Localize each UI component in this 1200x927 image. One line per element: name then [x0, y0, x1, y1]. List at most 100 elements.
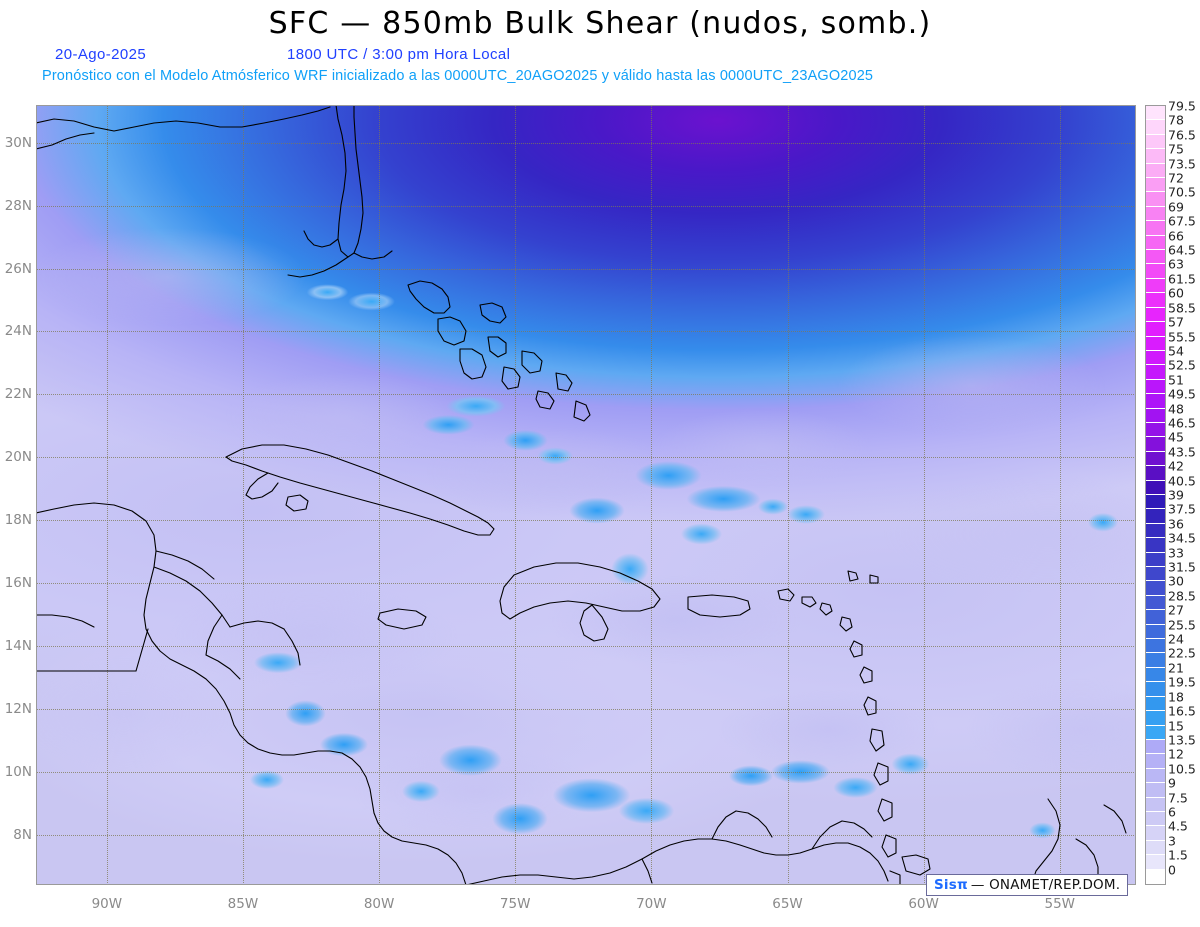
colorbar-tick-label: 46.5 [1168, 415, 1196, 431]
colorbar-cell [1146, 653, 1165, 668]
colorbar-tick-label: 76.5 [1168, 127, 1196, 143]
colorbar-tick-label: 63 [1168, 256, 1184, 272]
colorbar-cell [1146, 235, 1165, 251]
colorbar-cell [1146, 639, 1165, 654]
y-tick-20N: 20N [4, 449, 32, 466]
x-tick-60W: 60W [908, 896, 939, 912]
colorbar-cell [1146, 451, 1165, 467]
colorbar-tick-label: 0 [1168, 862, 1176, 878]
colorbar-tick-label: 67.5 [1168, 213, 1196, 229]
y-tick-18N: 18N [4, 512, 32, 529]
colorbar-tick-label: 15 [1168, 718, 1184, 734]
colorbar-cell [1146, 322, 1165, 337]
colorbar-cell [1146, 163, 1165, 179]
x-tick-70W: 70W [636, 896, 667, 912]
coastline-overlay [36, 105, 1136, 885]
colorbar-cell [1146, 667, 1165, 683]
colorbar-cell [1146, 840, 1165, 856]
y-tick-30N: 30N [4, 134, 32, 151]
colorbar-tick-label: 66 [1168, 228, 1184, 244]
colorbar-cell [1146, 696, 1165, 712]
colorbar-tick-label: 70.5 [1168, 184, 1196, 200]
colorbar-cell [1146, 811, 1165, 827]
colorbar-cell [1146, 278, 1165, 294]
colorbar-tick-label: 57 [1168, 314, 1184, 330]
colorbar-tick-label: 34.5 [1168, 530, 1196, 546]
y-tick-24N: 24N [4, 323, 32, 340]
colorbar-tick-label: 61.5 [1168, 271, 1196, 287]
colorbar-tick-label: 48 [1168, 401, 1184, 417]
colorbar-tick-label: 54 [1168, 343, 1184, 359]
shear-field-cyan-patches [36, 105, 1136, 885]
colorbar-tick-label: 78 [1168, 112, 1184, 128]
colorbar-cell [1146, 221, 1165, 236]
colorbar-cell [1146, 610, 1165, 625]
colorbar-tick-label: 4.5 [1168, 818, 1188, 834]
colorbar-tick-label: 51 [1168, 372, 1184, 388]
colorbar-cell [1146, 739, 1165, 755]
model-description: Pronóstico con el Modelo Atmósferico WRF… [42, 68, 874, 84]
colorbar-cell [1146, 336, 1165, 351]
colorbar-tick-label: 1.5 [1168, 847, 1188, 863]
subtitle-row: 20-Ago-2025 1800 UTC / 3:00 pm Hora Loca… [55, 46, 1155, 66]
y-tick-26N: 26N [4, 260, 32, 277]
colorbar-cell [1146, 365, 1165, 380]
colorbar-tick-label: 60 [1168, 285, 1184, 301]
colorbar-cell [1146, 624, 1165, 640]
colorbar-tick-label: 30 [1168, 573, 1184, 589]
colorbar-tick-label: 25.5 [1168, 617, 1196, 633]
colorbar-cell [1146, 595, 1165, 611]
colorbar-tick-label: 24 [1168, 631, 1184, 647]
colorbar-tick-label: 72 [1168, 170, 1184, 186]
colorbar-tick-label: 49.5 [1168, 386, 1196, 402]
colorbar-cell [1146, 509, 1165, 524]
colorbar-cell [1146, 178, 1165, 193]
colorbar-tick-label: 18 [1168, 689, 1184, 705]
y-tick-16N: 16N [4, 575, 32, 592]
colorbar-cell [1146, 682, 1165, 697]
colorbar-tick-label: 58.5 [1168, 300, 1196, 316]
colorbar-cell [1146, 768, 1165, 784]
colorbar-cell [1146, 581, 1165, 596]
colorbar-cell [1146, 134, 1165, 150]
colorbar-cell [1146, 120, 1165, 135]
colorbar-tick-label: 3 [1168, 833, 1176, 849]
colorbar [1145, 105, 1166, 885]
colorbar-cell [1146, 379, 1165, 395]
colorbar-cell [1146, 250, 1165, 265]
forecast-date: 20-Ago-2025 [55, 46, 147, 63]
x-tick-80W: 80W [363, 896, 395, 912]
colorbar-tick-label: 31.5 [1168, 559, 1196, 575]
colorbar-cell [1146, 523, 1165, 539]
x-tick-65W: 65W [772, 896, 803, 912]
colorbar-tick-label: 19.5 [1168, 674, 1196, 690]
page-title: SFC — 850mb Bulk Shear (nudos, somb.) [268, 6, 932, 41]
logo-agency-text: — ONAMET/REP.DOM. [970, 877, 1121, 893]
colorbar-tick-label: 64.5 [1168, 242, 1196, 258]
colorbar-cell [1146, 725, 1165, 740]
colorbar-cell [1146, 466, 1165, 481]
x-tick-90W: 90W [91, 896, 123, 912]
colorbar-tick-label: 55.5 [1168, 329, 1196, 345]
colorbar-cell [1146, 797, 1165, 812]
map-plot-area [36, 105, 1136, 885]
colorbar-tick-label: 16.5 [1168, 703, 1196, 719]
forecast-time: 1800 UTC / 3:00 pm Hora Local [287, 46, 511, 63]
colorbar-cell [1146, 293, 1165, 308]
colorbar-tick-label: 36 [1168, 516, 1184, 532]
y-tick-14N: 14N [4, 637, 32, 654]
colorbar-tick-label: 42 [1168, 458, 1184, 474]
colorbar-tick-label: 73.5 [1168, 156, 1196, 172]
y-tick-28N: 28N [4, 197, 32, 214]
sistt-onamet-logo: Sis π — ONAMET/REP.DOM. [926, 874, 1129, 896]
x-tick-75W: 75W [499, 896, 531, 912]
colorbar-tick-label: 39 [1168, 487, 1184, 503]
colorbar-tick-label: 75 [1168, 141, 1184, 157]
x-tick-55W: 55W [1044, 896, 1076, 912]
colorbar-cell [1146, 307, 1165, 323]
colorbar-labels: 79.5 78 76.5 75 73.5 72 70.5 69 67.5 66 64.5 63 61.5… [1168, 99, 1200, 885]
y-tick-22N: 22N [4, 386, 32, 403]
colorbar-tick-label: 37.5 [1168, 501, 1196, 517]
colorbar-cell [1146, 106, 1165, 121]
colorbar-cell [1146, 495, 1165, 510]
